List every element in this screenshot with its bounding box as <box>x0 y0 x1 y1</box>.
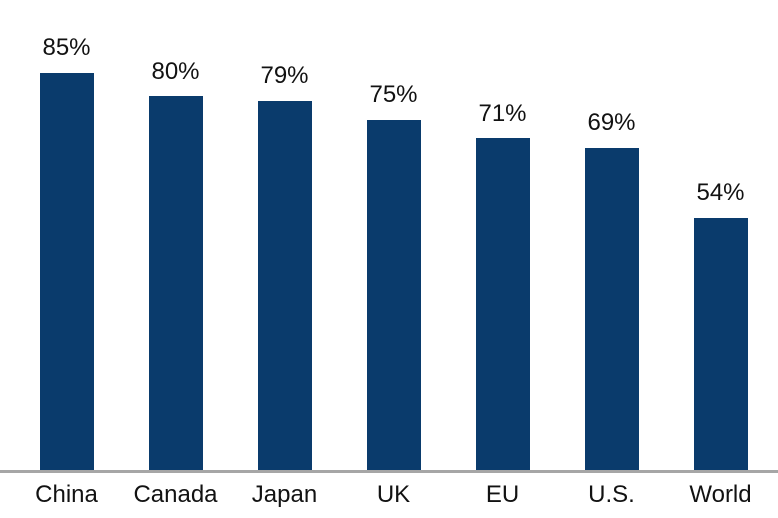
category-axis: China Canada Japan UK EU U.S. World <box>0 481 778 509</box>
bar-value-label: 69% <box>587 109 636 137</box>
category-label: Canada <box>133 481 218 508</box>
bar <box>148 96 203 470</box>
x-axis-line <box>0 470 778 473</box>
bar-value-label: 79% <box>260 62 309 90</box>
bar-value-label: 80% <box>151 57 200 85</box>
bar <box>39 73 94 470</box>
category-label: Japan <box>251 481 318 508</box>
bar-column: 79% <box>230 62 339 470</box>
bar-column: 75% <box>339 81 448 470</box>
bar <box>257 101 312 470</box>
category-label: World <box>689 481 752 508</box>
category-label: U.S. <box>588 481 635 508</box>
bar <box>584 147 639 470</box>
bar <box>475 138 530 470</box>
bar-column: 85% <box>12 34 121 470</box>
category-label: China <box>35 481 98 508</box>
plot-area: 85% 80% 79% 75% 71% 69% 54% <box>12 34 775 470</box>
bar-column: 71% <box>448 100 557 470</box>
bar-value-label: 85% <box>42 34 91 62</box>
bar-column: 69% <box>557 109 666 470</box>
bar <box>366 119 421 470</box>
bar-column: 80% <box>121 58 230 470</box>
bar-value-label: 75% <box>369 81 418 109</box>
bar <box>693 217 748 470</box>
category-label: UK <box>376 481 411 508</box>
bar-value-label: 54% <box>696 179 745 207</box>
bar-column: 54% <box>666 179 775 470</box>
category-label: EU <box>485 481 520 508</box>
bar-value-label: 71% <box>478 99 527 127</box>
